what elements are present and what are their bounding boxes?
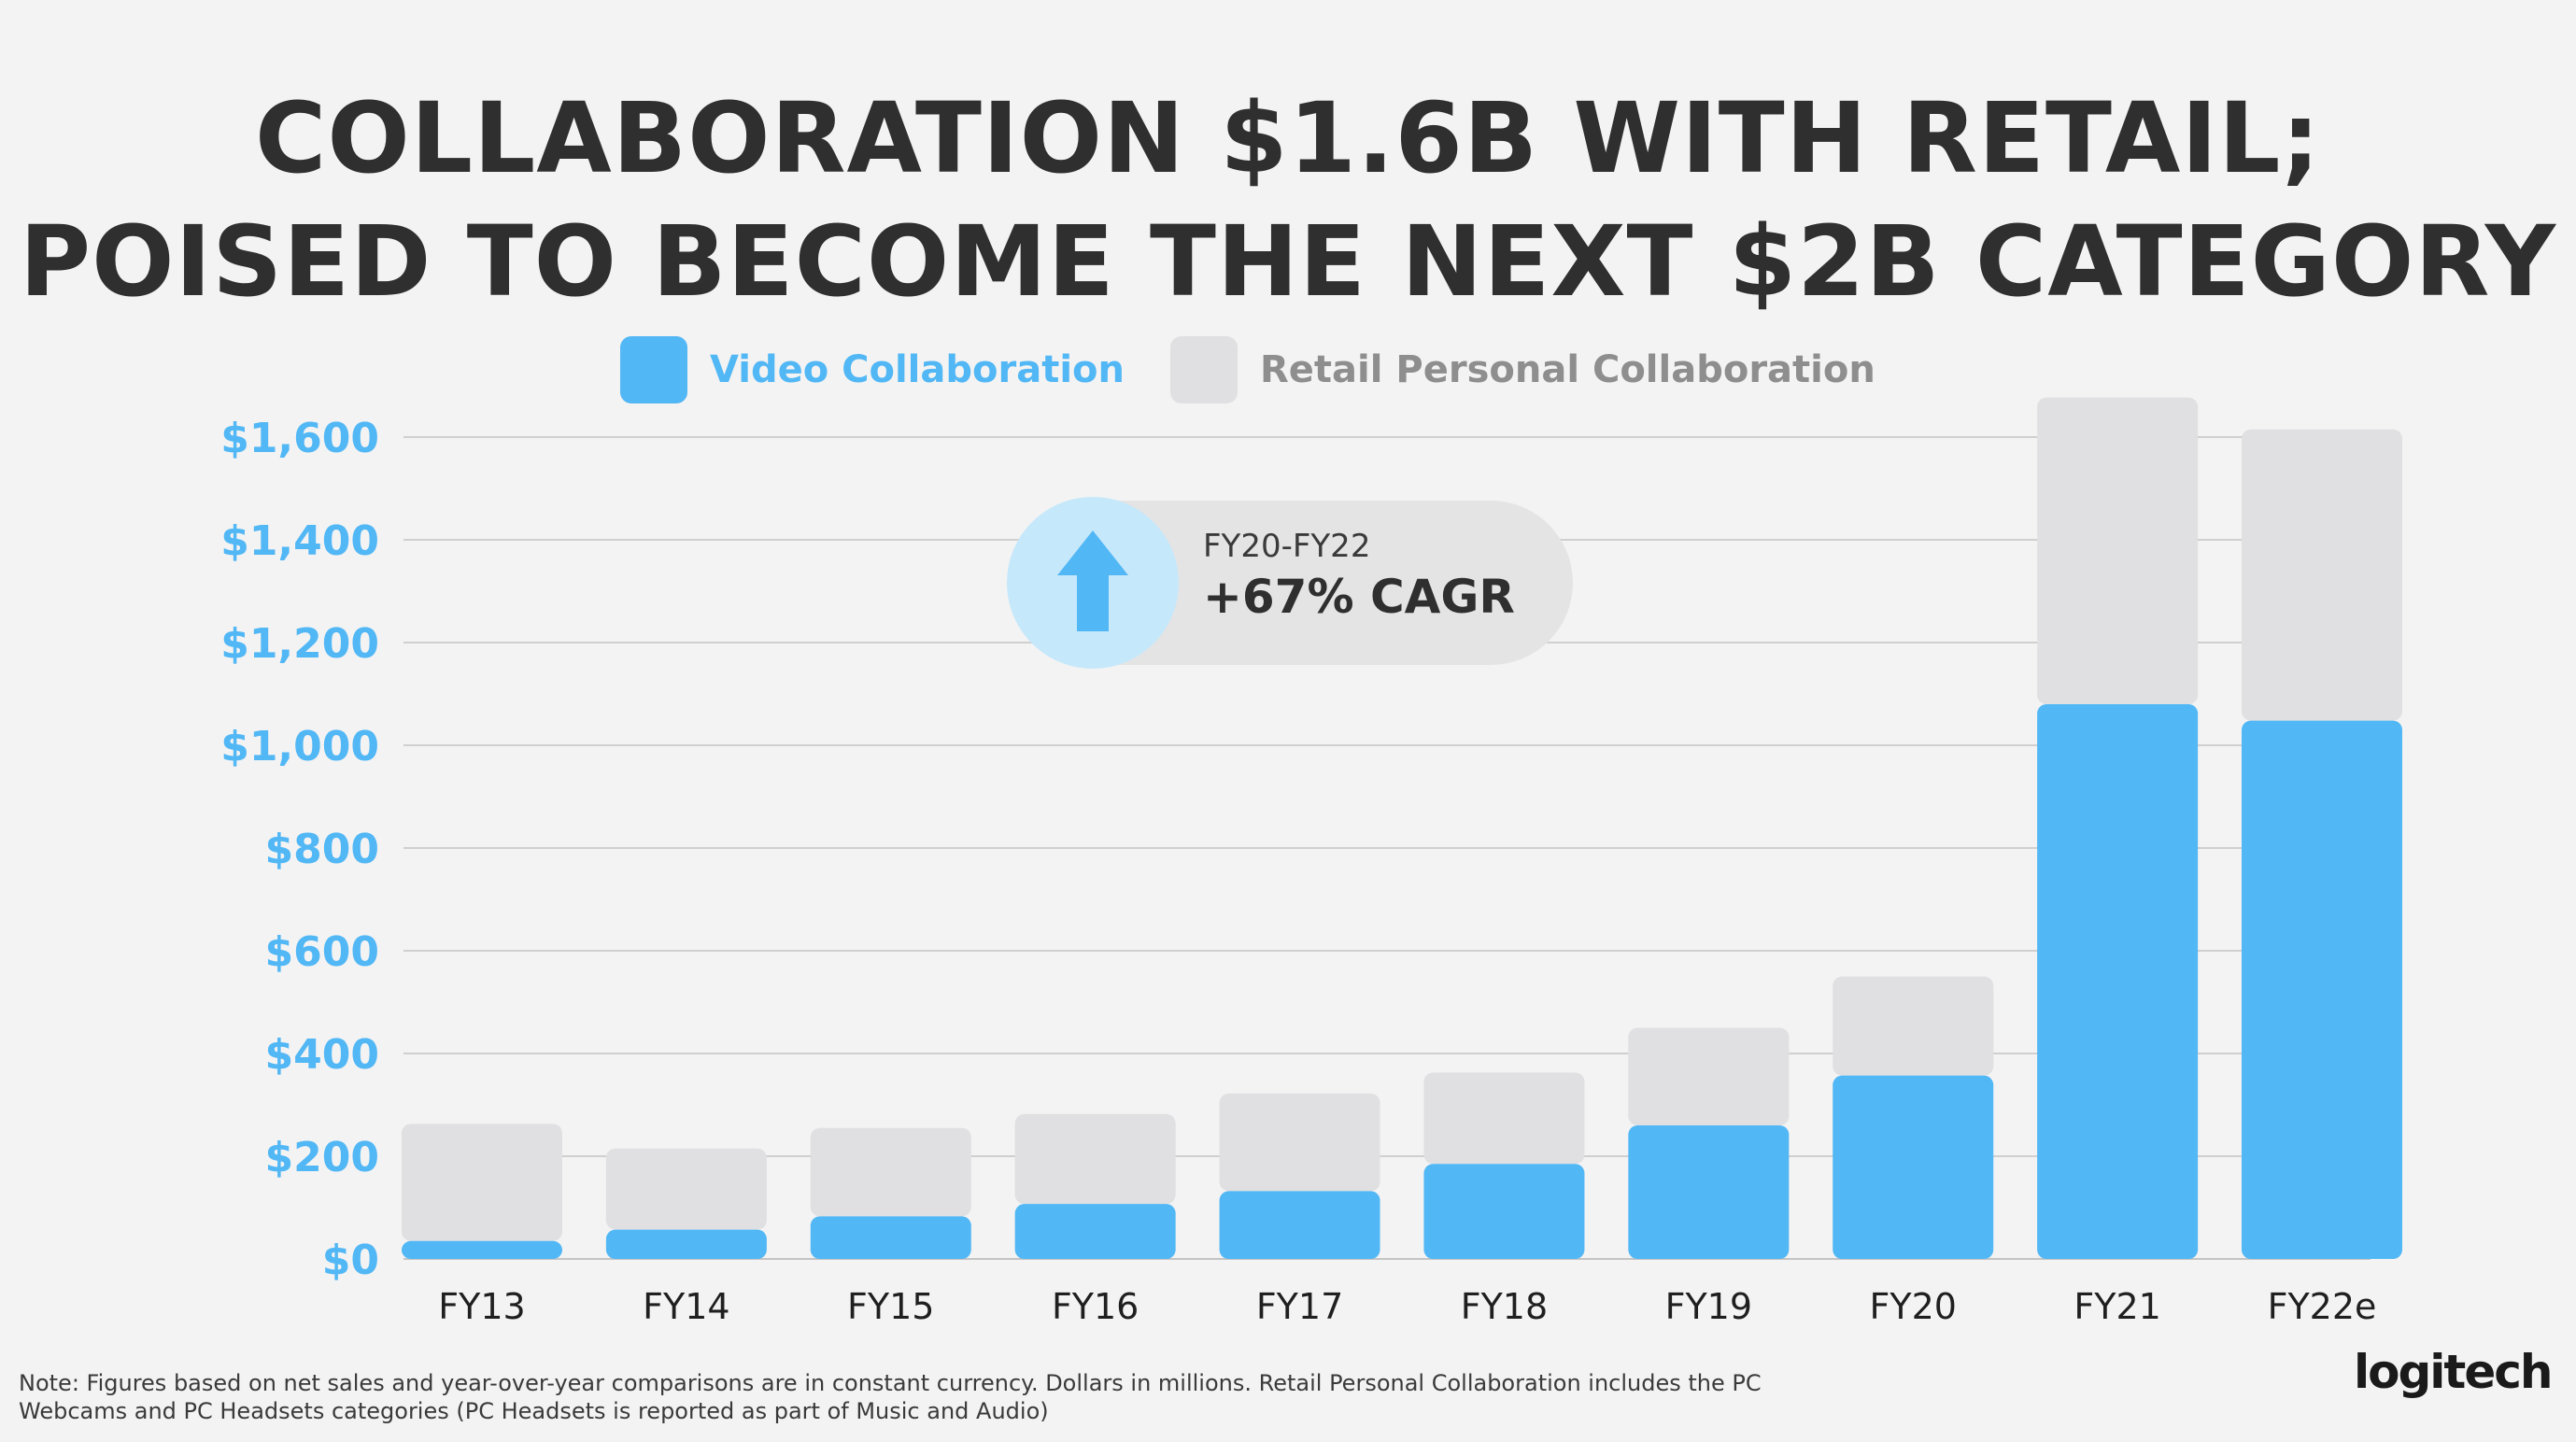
y-tick-label: $800 xyxy=(265,826,379,873)
bar-video-collaboration xyxy=(1423,1164,1585,1259)
y-tick-label: $1,200 xyxy=(220,620,379,668)
x-tick-label: FY19 xyxy=(1665,1286,1752,1327)
bar-video-collaboration xyxy=(1219,1191,1380,1259)
bars xyxy=(402,397,2402,1259)
y-tick-label: $1,000 xyxy=(220,723,379,770)
bar-retail-personal-collaboration xyxy=(402,1124,562,1241)
legend-video: Video Collaboration xyxy=(620,334,1125,405)
y-tick-label: $600 xyxy=(265,928,379,976)
up-arrow-icon xyxy=(1057,530,1128,631)
bar-video-collaboration xyxy=(605,1229,767,1259)
axes: $0 $200 $400 $600 $800 $1,000 $1,200 $1,400 $1,6… xyxy=(220,415,2376,1327)
x-tick-label: FY20 xyxy=(1870,1286,1957,1327)
x-tick-label: FY16 xyxy=(1052,1286,1139,1327)
bar-video-collaboration xyxy=(1014,1204,1176,1259)
bar-video-collaboration xyxy=(402,1240,562,1259)
bar-retail-personal-collaboration xyxy=(1014,1113,1176,1205)
legend-retail-swatch xyxy=(1170,336,1238,403)
legend-video-swatch xyxy=(620,336,687,403)
x-tick-label: FY21 xyxy=(2074,1286,2160,1327)
y-tick-label: $1,600 xyxy=(220,415,379,462)
bar-retail-personal-collaboration xyxy=(2037,397,2199,704)
x-tick-label: FY14 xyxy=(643,1286,729,1327)
page-title: COLLABORATION $1.6B WITH RETAIL; POISED … xyxy=(0,77,2576,323)
cagr-callout: FY20-FY22 +67% CAGR xyxy=(1007,497,1573,669)
x-tick-label: FY15 xyxy=(847,1286,934,1327)
logitech-logo: logitech xyxy=(2354,1345,2553,1399)
bar-retail-personal-collaboration xyxy=(2242,429,2402,721)
x-tick-label: FY17 xyxy=(1256,1286,1343,1327)
y-tick-label: $400 xyxy=(265,1031,379,1079)
legend-retail-label: Retail Personal Collaboration xyxy=(1260,348,1875,391)
bar-retail-personal-collaboration xyxy=(605,1148,767,1230)
title-line-1: COLLABORATION $1.6B WITH RETAIL; xyxy=(255,81,2321,195)
bar-retail-personal-collaboration xyxy=(810,1127,971,1217)
bar-video-collaboration xyxy=(2037,704,2199,1259)
bar-retail-personal-collaboration xyxy=(1219,1093,1380,1192)
footnote: Note: Figures based on net sales and yea… xyxy=(19,1370,1762,1424)
bar-retail-personal-collaboration xyxy=(1423,1072,1585,1165)
legend-video-label: Video Collaboration xyxy=(710,348,1125,391)
y-tick-label: $0 xyxy=(322,1237,379,1284)
bar-video-collaboration xyxy=(1628,1125,1790,1259)
x-tick-label: FY22e xyxy=(2268,1286,2377,1327)
bar-retail-personal-collaboration xyxy=(1628,1027,1790,1125)
title-line-2: POISED TO BECOME THE NEXT $2B CATEGORY xyxy=(19,205,2557,318)
cagr-value: +67% CAGR xyxy=(1203,570,1515,624)
y-tick-label: $200 xyxy=(265,1134,379,1181)
cagr-period: FY20-FY22 xyxy=(1203,528,1370,565)
bar-retail-personal-collaboration xyxy=(1833,976,1994,1076)
x-tick-label: FY18 xyxy=(1461,1286,1548,1327)
bar-video-collaboration xyxy=(810,1216,971,1259)
bar-video-collaboration xyxy=(2242,720,2402,1259)
x-tick-label: FY13 xyxy=(438,1286,525,1327)
legend-retail: Retail Personal Collaboration xyxy=(1170,334,1875,405)
bar-video-collaboration xyxy=(1833,1075,1994,1259)
y-tick-label: $1,400 xyxy=(220,517,379,565)
